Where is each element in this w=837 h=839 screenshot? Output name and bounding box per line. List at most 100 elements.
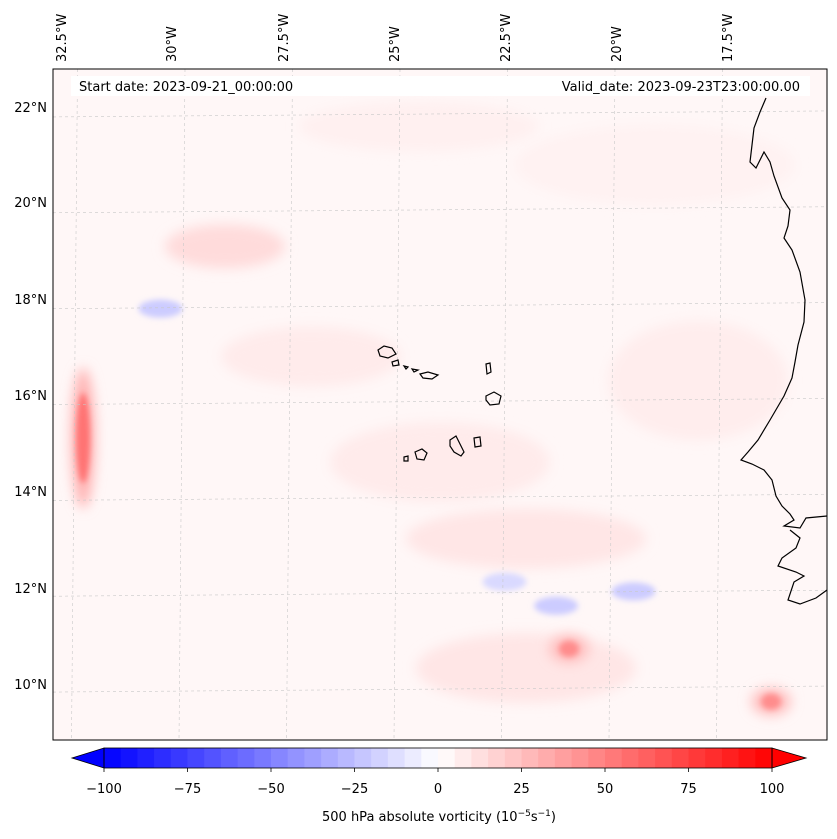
lat-tick-label: 14°N (14, 485, 47, 500)
africa-coastline (739, 97, 827, 605)
negative-vorticity-blob (138, 299, 183, 318)
lat-tick-label: 18°N (14, 293, 47, 308)
lon-tick-label: 32.5°W (55, 14, 70, 62)
colorbar-segment (588, 748, 606, 768)
coastline (377, 97, 827, 605)
lat-tick-label: 22°N (14, 101, 47, 116)
colorbar-segment (304, 748, 322, 768)
meridian-line (286, 69, 293, 740)
colorbar-segment (371, 748, 389, 768)
cabo-verde-santiago (449, 435, 465, 457)
colorbar: −100 −75 −50 −25 0 25 50 75 100 500 hPa absolute… (70, 747, 808, 825)
lon-tick-label: 30°W (165, 26, 180, 62)
colorbar-segment (688, 748, 706, 768)
colorbar-segment (354, 748, 372, 768)
colorbar-segment (655, 748, 673, 768)
colorbar-label: 500 hPa absolute vorticity (10−5s−1) (322, 809, 556, 825)
colorbar-segment (120, 748, 138, 768)
colorbar-segment (337, 748, 355, 768)
colorbar-segment (404, 748, 422, 768)
colorbar-segment (605, 748, 623, 768)
colorbar-segment (137, 748, 155, 768)
colorbar-tick-label: −100 (86, 782, 122, 797)
vorticity-area (165, 224, 285, 269)
colorbar-segment (705, 748, 723, 768)
colorbar-segment (638, 748, 656, 768)
colorbar-segment (421, 748, 439, 768)
vorticity-field (71, 101, 795, 716)
colorbar-segment (621, 748, 639, 768)
colorbar-segment (721, 748, 739, 768)
lat-tick-label: 10°N (14, 678, 47, 693)
colorbar-segment (471, 748, 489, 768)
colorbar-segment (554, 748, 572, 768)
colorbar-segments (104, 748, 773, 768)
cabo-verde-boa-vista (485, 391, 502, 406)
colorbar-ticks: −100 −75 −50 −25 0 25 50 75 100 (86, 768, 784, 797)
colorbar-segment (154, 748, 172, 768)
colorbar-segment (738, 748, 756, 768)
colorbar-tick-label: 25 (513, 782, 530, 797)
vorticity-area (406, 508, 646, 569)
colorbar-label-exp2: −1 (538, 809, 551, 819)
colorbar-segment (387, 748, 405, 768)
lon-tick-label: 22.5°W (499, 14, 514, 62)
cabo-verde-sal (485, 362, 492, 375)
colorbar-extend-min (70, 747, 105, 769)
vorticity-area (515, 124, 795, 205)
meridian-line (608, 69, 616, 740)
colorbar-label-suffix: ) (551, 810, 556, 825)
positive-vorticity-blob (761, 693, 782, 710)
colorbar-tick-label: −25 (341, 782, 368, 797)
lon-tick-label: 17.5°W (721, 14, 736, 62)
annotation-background (71, 76, 810, 96)
positive-vorticity-blob (559, 640, 579, 657)
colorbar-segment (504, 748, 522, 768)
colorbar-segment (521, 748, 539, 768)
colorbar-label-mid: s (531, 810, 538, 825)
cabo-verde-sao-nicolau (410, 368, 440, 380)
colorbar-tick-label: 75 (680, 782, 697, 797)
negative-vorticity-blob (534, 596, 579, 615)
cabo-verde-sao-vicente (391, 359, 400, 367)
gridlines (53, 69, 827, 740)
meridian-line (393, 69, 401, 740)
cabo-verde-fogo (414, 448, 428, 461)
vorticity-area (330, 422, 550, 503)
colorbar-segment (671, 748, 689, 768)
negative-vorticity-blob (611, 582, 656, 601)
colorbar-segment (488, 748, 506, 768)
colorbar-segment (271, 748, 289, 768)
colorbar-tick-label: −75 (174, 782, 201, 797)
colorbar-segment (204, 748, 222, 768)
colorbar-tick-label: 100 (760, 782, 785, 797)
colorbar-label-exp1: −5 (518, 809, 531, 819)
valid-date-label: Valid_date: 2023-09-23T23:00:00.00 (562, 80, 800, 95)
cabo-verde-brava (403, 455, 409, 462)
vorticity-area (221, 326, 401, 387)
lon-tick-label: 25°W (388, 26, 403, 62)
vorticity-area (416, 633, 636, 704)
cabo-verde-santa-luzia (402, 365, 410, 370)
cabo-verde-maio (473, 436, 482, 448)
vorticity-area (298, 101, 539, 152)
vorticity-area (608, 320, 788, 441)
meridian-line (501, 69, 508, 740)
start-date-label: Start date: 2023-09-21_00:00:00 (79, 80, 293, 95)
cabo-verde-santo-antao (377, 345, 397, 359)
lat-tick-label: 16°N (14, 389, 47, 404)
colorbar-segment (254, 748, 272, 768)
colorbar-segment (187, 748, 205, 768)
colorbar-segment (321, 748, 339, 768)
longitude-ticks: 32.5°W 30°W 27.5°W 25°W 22.5°W 20°W 17.5… (55, 14, 736, 62)
lon-tick-label: 20°W (610, 26, 625, 62)
colorbar-segment (571, 748, 589, 768)
colorbar-segment (755, 748, 773, 768)
negative-vorticity-blob (482, 572, 527, 591)
colorbar-segment (287, 748, 305, 768)
map-frame (52, 68, 828, 741)
colorbar-segment (438, 748, 456, 768)
map-panel (53, 69, 827, 740)
colorbar-segment (170, 748, 188, 768)
